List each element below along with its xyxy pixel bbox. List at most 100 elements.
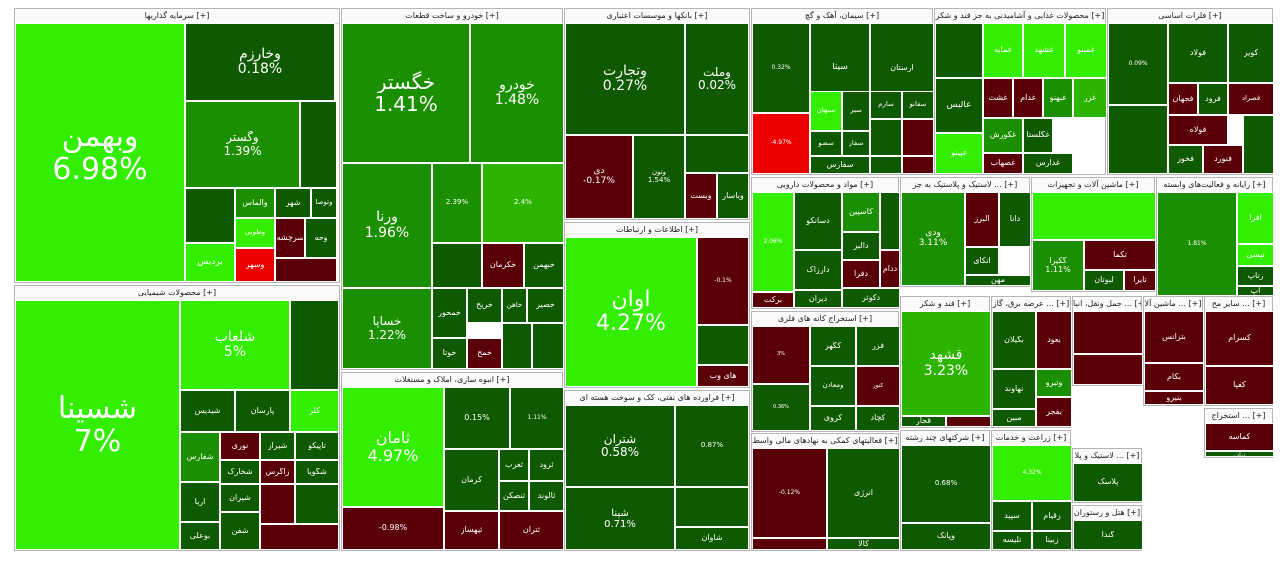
sector-title[interactable]: رایانه و فعالیت‌های وابسته [+] [1157, 178, 1272, 193]
stock-tile[interactable]: فصراد [1228, 83, 1274, 115]
stock-tile[interactable] [752, 538, 827, 550]
stock-tile[interactable]: انرژی [827, 448, 900, 538]
stock-tile[interactable]: فخوز [1168, 145, 1203, 174]
stock-tile[interactable]: تپسی [1237, 244, 1274, 266]
stock-tile[interactable]: خکرمان [482, 243, 524, 288]
stock-tile[interactable]: وبست [685, 173, 717, 219]
sector-title[interactable]: محصولات شیمیایی [+] [15, 286, 339, 301]
sector-title[interactable]: فعالیتهای کمکی به نهادهای مالی واسط [+] [752, 434, 898, 449]
stock-tile[interactable]: 2.4% [482, 163, 564, 243]
stock-tile[interactable]: وبهمن 6.98% [15, 23, 185, 282]
sector-8[interactable]: محصولات غذایی و آشامیدنی به جز قند و شکر… [934, 8, 1107, 175]
sector-3[interactable]: انبوه سازی، املاک و مستغلات [+] ثامان 4.97… [341, 372, 564, 551]
stock-tile[interactable]: شتران 0.58% [565, 405, 675, 487]
stock-tile[interactable]: خصیر [527, 288, 564, 323]
stock-tile[interactable]: شهر [275, 188, 311, 218]
stock-tile[interactable]: آپ [1237, 286, 1274, 296]
sector-title[interactable]: استخراج ... [+] [1205, 409, 1272, 424]
stock-tile[interactable]: سپید [992, 501, 1032, 531]
stock-tile[interactable]: ثنصکن [499, 481, 529, 511]
stock-tile[interactable]: شاوان [675, 527, 749, 550]
stock-tile[interactable]: ویاسار [717, 173, 749, 219]
stock-tile[interactable]: غدام [1013, 78, 1043, 118]
stock-tile[interactable]: شسینا 7% [15, 300, 180, 550]
stock-tile[interactable]: شلعاب 5% [180, 300, 290, 390]
stock-tile[interactable] [295, 484, 339, 524]
sector-19[interactable]: ماشین آلا ... [+] بترانس بکام بنیرو [1143, 296, 1204, 406]
stock-tile[interactable]: 0.32% [752, 23, 810, 113]
stock-tile[interactable]: سارم [870, 91, 902, 119]
stock-tile[interactable] [502, 323, 532, 369]
stock-tile[interactable]: زاگرس [260, 460, 295, 484]
stock-tile[interactable]: دفرا [842, 260, 880, 288]
stock-tile[interactable] [870, 156, 902, 174]
stock-tile[interactable]: شفن [220, 512, 260, 550]
stock-tile[interactable]: بگیلان [992, 311, 1036, 369]
stock-tile[interactable]: تکما [1084, 240, 1156, 270]
sector-title[interactable]: هتل و رستوران [+] [1073, 506, 1141, 521]
sector-1[interactable]: محصولات شیمیایی [+] شسینا 7% شلعاب 5% شیدیس پا… [14, 285, 340, 551]
sector-22[interactable]: زراعت و خدمات [+] 4.32% سپید زقیام تلیسه زبین… [991, 430, 1072, 564]
stock-tile[interactable]: ثرود [529, 449, 564, 481]
stock-tile[interactable]: ودی 3.11% [901, 192, 965, 286]
stock-tile[interactable]: شیران [220, 484, 260, 512]
stock-tile[interactable]: خساپا 1.22% [342, 288, 432, 369]
stock-tile[interactable] [260, 524, 339, 550]
stock-tile[interactable]: عالیس [935, 78, 983, 133]
stock-tile[interactable]: -0.1% [697, 237, 749, 325]
stock-tile[interactable]: تلیسه [992, 531, 1032, 550]
stock-tile[interactable]: آریا [180, 482, 220, 522]
sector-title[interactable]: سرمایه گذاریها [+] [15, 9, 339, 24]
stock-tile[interactable]: 2.06% [752, 192, 794, 292]
stock-tile[interactable]: غگلستا [1023, 118, 1053, 153]
stock-tile[interactable]: وتیرو [1036, 369, 1072, 397]
stock-tile[interactable]: ثامان 4.97% [342, 387, 444, 507]
stock-tile[interactable]: سرچشه [275, 218, 305, 258]
sector-title[interactable]: مواد و محصولات دارویی [+] [752, 178, 898, 193]
stock-tile[interactable]: بفجر [1036, 397, 1072, 427]
stock-tile[interactable]: غزر [1073, 78, 1107, 118]
stock-tile[interactable] [1243, 115, 1274, 174]
stock-tile[interactable]: وطوبی [235, 218, 275, 248]
stock-tile[interactable]: ثیهساز [444, 511, 499, 550]
stock-tile[interactable]: شیراز [260, 432, 295, 460]
sector-title[interactable]: لاستیک و پلاستیک به جز ... [+] [901, 178, 1029, 193]
stock-tile[interactable]: پارسان [235, 390, 290, 432]
stock-tile[interactable]: 0.15% [444, 387, 510, 449]
sector-title[interactable]: عرضه برق، گاز ... [+] [992, 297, 1070, 312]
stock-tile[interactable]: بترانس [1144, 311, 1204, 363]
stock-tile[interactable]: دارزاک [794, 250, 842, 290]
sector-title[interactable]: انبوه سازی، املاک و مستغلات [+] [342, 373, 562, 388]
stock-tile[interactable] [260, 484, 295, 524]
stock-tile[interactable]: خوتا [432, 338, 467, 369]
stock-tile[interactable]: نهاوند [992, 369, 1036, 409]
stock-tile[interactable]: فولاه [1168, 115, 1228, 145]
stock-tile[interactable]: خریخ [467, 288, 502, 323]
stock-tile[interactable]: 1.81% [1157, 192, 1237, 296]
stock-tile[interactable]: رتاپ [1237, 266, 1274, 286]
sector-4[interactable]: بانکها و موسسات اعتباری [+] وتجارت 0.27% وم… [564, 8, 750, 220]
sector-title[interactable]: خودرو و ساخت قطعات [+] [342, 9, 562, 24]
stock-tile[interactable] [902, 119, 934, 156]
stock-tile[interactable]: ثتران [499, 511, 564, 550]
sector-title[interactable]: زراعت و خدمات [+] [992, 431, 1070, 446]
stock-tile[interactable]: 0.68% [901, 445, 991, 523]
stock-tile[interactable]: کگهر [810, 326, 856, 366]
stock-tile[interactable]: -0.12% [752, 448, 827, 538]
stock-tile[interactable]: خمحور [432, 288, 467, 338]
sector-2[interactable]: خودرو و ساخت قطعات [+] خگستر 1.41% خودرو 1.4… [341, 8, 564, 370]
stock-tile[interactable] [300, 101, 337, 188]
sector-title[interactable]: ماشین آلات و تجهیزات [+] [1032, 178, 1154, 193]
stock-tile[interactable]: فنورد [1203, 145, 1243, 174]
stock-tile[interactable]: شگویا [295, 460, 339, 484]
stock-tile[interactable]: ثغرب [499, 449, 529, 481]
stock-tile[interactable]: 0.87% [675, 405, 749, 487]
stock-tile[interactable]: کسرام [1205, 311, 1274, 366]
stock-tile[interactable]: کماسه [1205, 423, 1274, 451]
stock-tile[interactable]: مهن [965, 275, 1031, 286]
stock-tile[interactable]: پلاسک [1073, 463, 1143, 502]
sector-title[interactable]: قند و شکر [+] [901, 297, 989, 312]
stock-tile[interactable]: غپینو [935, 133, 983, 174]
stock-tile[interactable] [946, 416, 991, 427]
stock-tile[interactable]: وحه [305, 218, 337, 258]
